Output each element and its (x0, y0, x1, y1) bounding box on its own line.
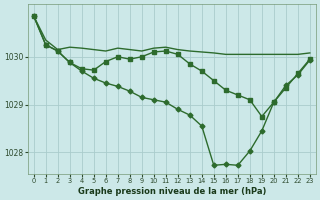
X-axis label: Graphe pression niveau de la mer (hPa): Graphe pression niveau de la mer (hPa) (77, 187, 266, 196)
